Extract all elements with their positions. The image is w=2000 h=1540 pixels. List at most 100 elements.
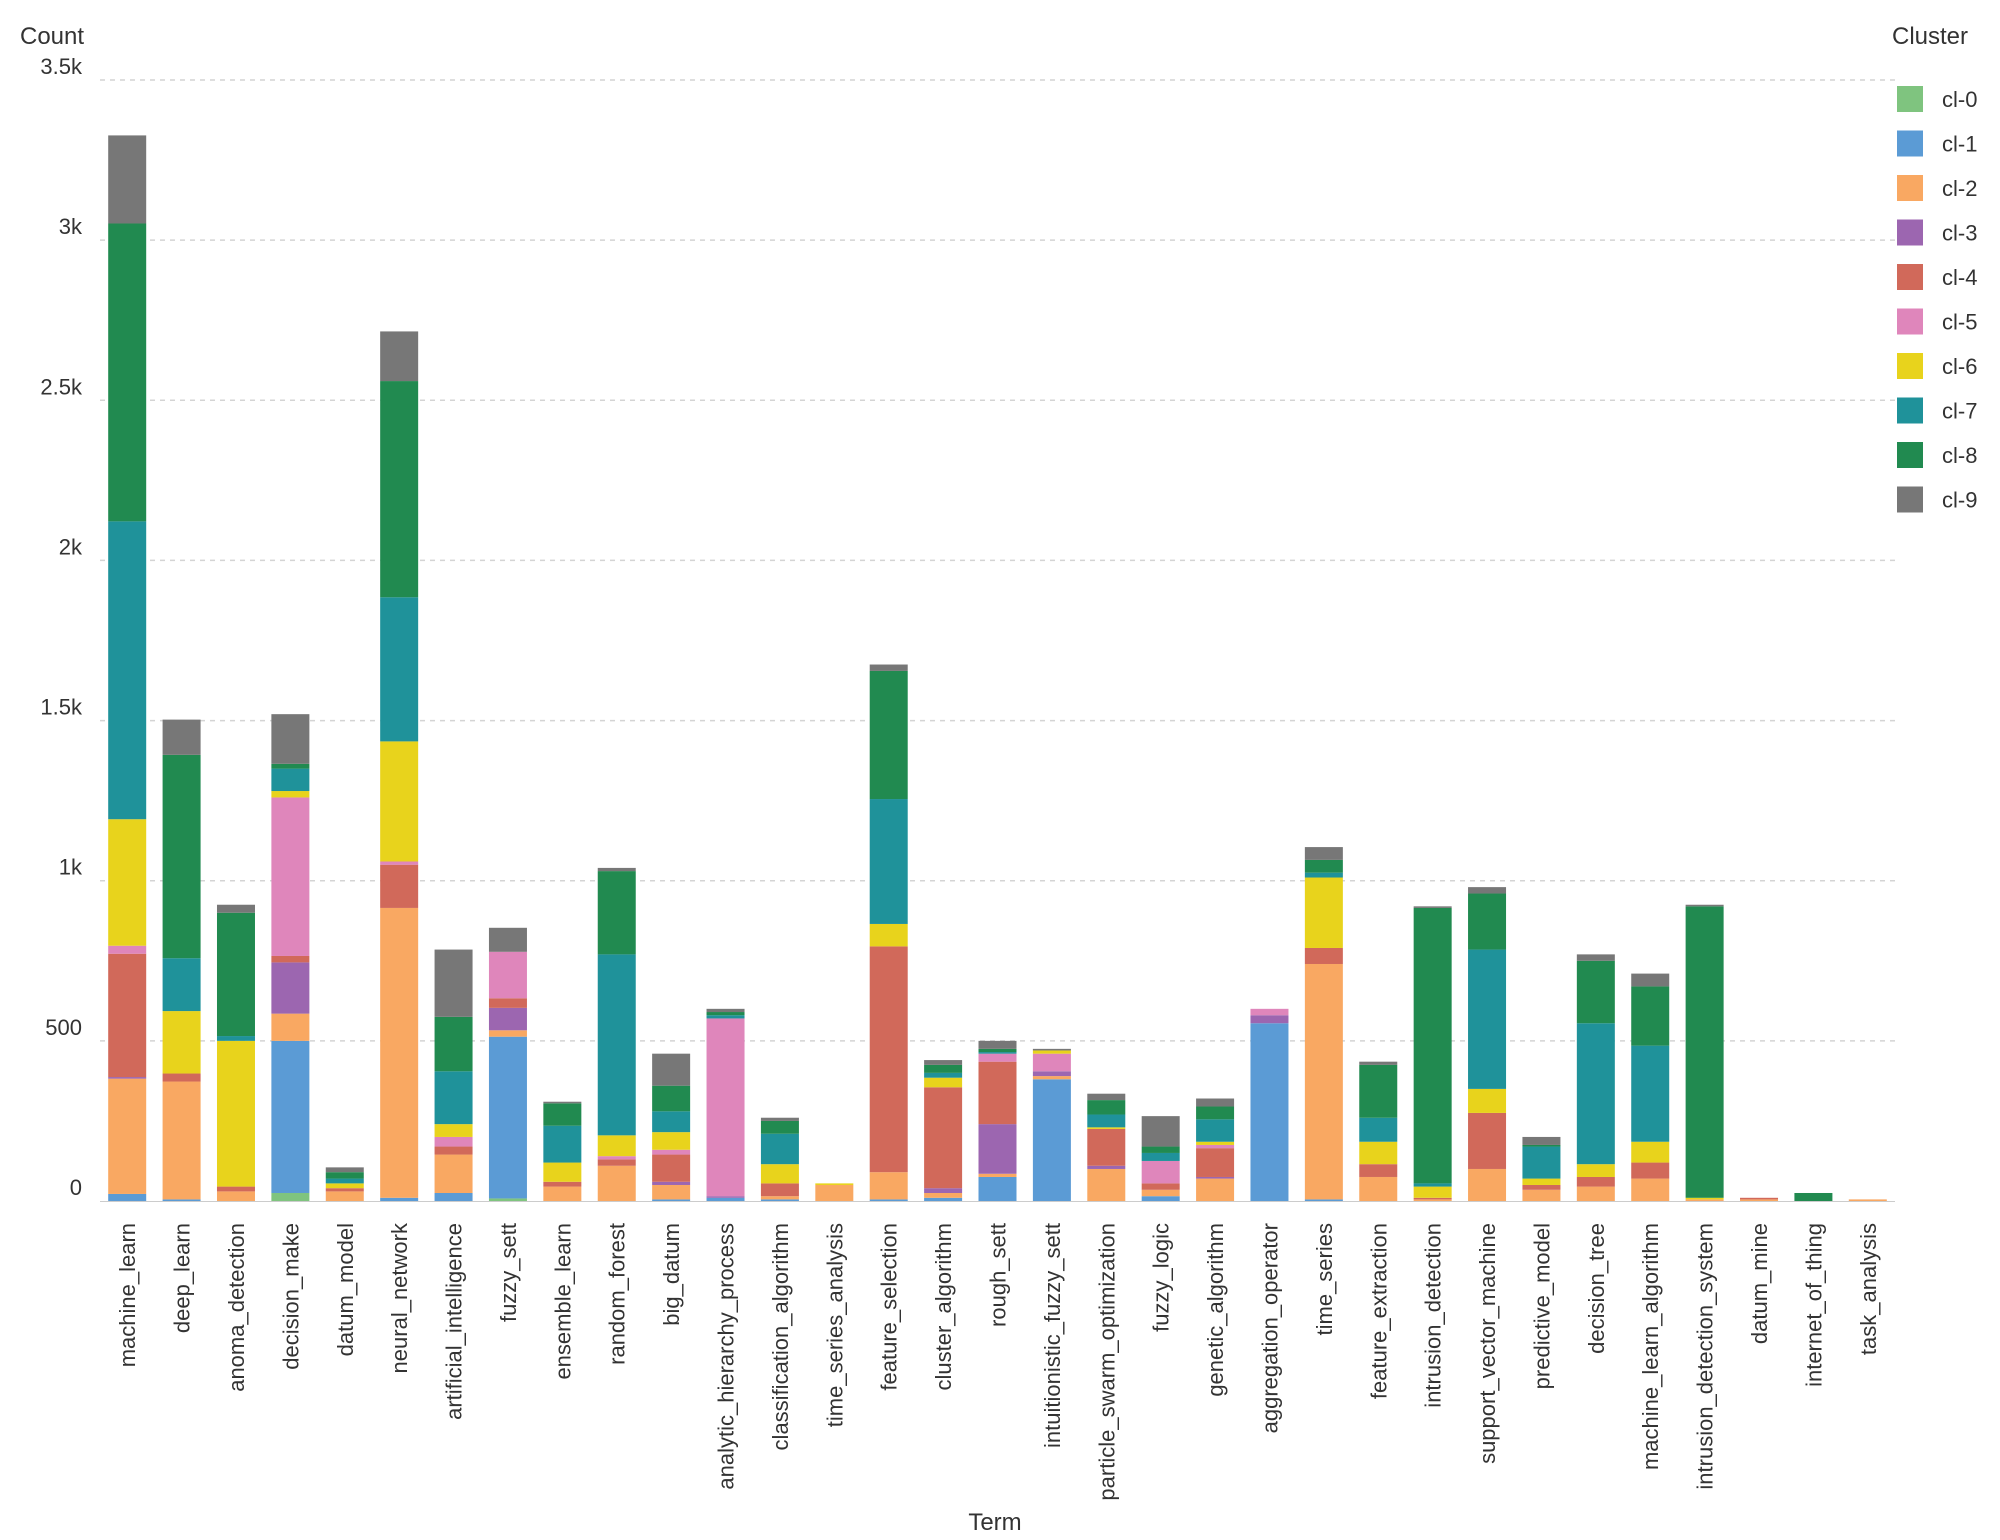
bar-segment-cl-2 bbox=[1576, 1186, 1615, 1201]
bar-segment-cl-4 bbox=[434, 1146, 473, 1155]
bar-segment-cl-4 bbox=[978, 1061, 1017, 1125]
bar-segment-cl-4 bbox=[1087, 1128, 1126, 1166]
bar-segment-cl-8 bbox=[1794, 1192, 1833, 1201]
bar-segment-cl-8 bbox=[706, 1012, 745, 1016]
bar-segment-cl-4 bbox=[1740, 1197, 1779, 1200]
bar-segment-cl-8 bbox=[1522, 1144, 1561, 1147]
bar-stack-datum_mine bbox=[1740, 1197, 1779, 1201]
bar-segment-cl-8 bbox=[652, 1085, 691, 1112]
bar-segment-cl-6 bbox=[216, 1040, 255, 1187]
bar-stack-ensemble_learn bbox=[543, 1101, 582, 1201]
bar-segment-cl-6 bbox=[1413, 1186, 1452, 1198]
bar-segment-cl-9 bbox=[1141, 1116, 1180, 1147]
bar-segment-cl-7 bbox=[380, 597, 419, 742]
x-tick-label: feature_extraction bbox=[1366, 1223, 1391, 1399]
bar-stack-intuitionistic_fuzzy_sett bbox=[1032, 1048, 1071, 1201]
bar-segment-cl-2 bbox=[597, 1165, 636, 1201]
bar-segment-cl-6 bbox=[1576, 1164, 1615, 1177]
legend-swatch-cl-2 bbox=[1897, 175, 1923, 201]
bar-segment-cl-2 bbox=[216, 1191, 255, 1201]
bar-segment-cl-8 bbox=[543, 1103, 582, 1126]
bar-segment-cl-1 bbox=[162, 1199, 201, 1201]
legend-swatch-cl-6 bbox=[1897, 353, 1923, 379]
grid-lines bbox=[100, 79, 1895, 1202]
bar-stack-datum_model bbox=[325, 1167, 364, 1201]
bar-segment-cl-7 bbox=[1087, 1114, 1126, 1128]
bar-segment-cl-1 bbox=[760, 1199, 799, 1201]
legend-label: cl-9 bbox=[1942, 488, 1977, 513]
x-tick-label: intrusion_detection bbox=[1421, 1223, 1446, 1408]
bar-segment-cl-8 bbox=[380, 381, 419, 598]
bar-segment-cl-2 bbox=[1413, 1199, 1452, 1201]
bar-stack-deep_learn bbox=[162, 719, 201, 1201]
bar-segment-cl-5 bbox=[488, 951, 527, 999]
bar-stack-classification_algorithm bbox=[760, 1117, 799, 1201]
y-axis-label: Count bbox=[20, 23, 84, 50]
x-tick-label: random_forest bbox=[605, 1223, 630, 1365]
legend-label: cl-2 bbox=[1942, 176, 1977, 201]
bar-segment-cl-9 bbox=[216, 904, 255, 913]
bar-segment-cl-1 bbox=[924, 1197, 963, 1201]
bar-segment-cl-2 bbox=[162, 1081, 201, 1200]
bar-segment-cl-2 bbox=[1468, 1168, 1507, 1201]
bar-segment-cl-7 bbox=[1196, 1119, 1235, 1142]
bar-stack-support_vector_machine bbox=[1468, 887, 1507, 1201]
bar-segment-cl-8 bbox=[760, 1120, 799, 1134]
bar-segment-cl-6 bbox=[1196, 1141, 1235, 1145]
x-tick-label: big_datum bbox=[659, 1223, 684, 1326]
bar-segment-cl-2 bbox=[815, 1184, 854, 1201]
bar-segment-cl-3 bbox=[978, 1124, 1017, 1174]
x-tick-label: time_series_analysis bbox=[822, 1223, 847, 1427]
legend-swatch-cl-0 bbox=[1897, 86, 1923, 112]
bar-stack-internet_of_thing bbox=[1794, 1192, 1833, 1201]
bar-segment-cl-3 bbox=[1250, 1015, 1289, 1024]
bar-segment-cl-5 bbox=[597, 1156, 636, 1160]
x-tick-label: fuzzy_sett bbox=[496, 1223, 521, 1322]
bar-segment-cl-2 bbox=[543, 1186, 582, 1201]
bar-segment-cl-1 bbox=[978, 1176, 1017, 1201]
bar-segment-cl-6 bbox=[869, 923, 908, 947]
x-tick-label: machine_learn bbox=[115, 1223, 140, 1367]
bar-segment-cl-4 bbox=[760, 1183, 799, 1197]
x-tick-label: artificial_intelligence bbox=[442, 1223, 467, 1420]
y-tick-label: 1k bbox=[59, 855, 83, 880]
bar-segment-cl-9 bbox=[434, 949, 473, 1017]
legend-label: cl-7 bbox=[1942, 399, 1977, 424]
x-tick-label: classification_algorithm bbox=[768, 1223, 793, 1450]
bar-segment-cl-3 bbox=[1032, 1071, 1071, 1077]
x-tick-label: aggregation_operator bbox=[1257, 1223, 1282, 1433]
bar-segment-cl-9 bbox=[760, 1117, 799, 1121]
y-tick-label: 0 bbox=[70, 1175, 82, 1200]
bar-segment-cl-5 bbox=[271, 797, 310, 956]
bar-segment-cl-2 bbox=[1032, 1076, 1071, 1080]
bar-segment-cl-7 bbox=[1359, 1117, 1398, 1142]
bar-segment-cl-6 bbox=[1304, 877, 1343, 948]
bar-segment-cl-7 bbox=[162, 958, 201, 1012]
x-tick-label: datum_mine bbox=[1747, 1223, 1772, 1344]
x-tick-label: neural_network bbox=[387, 1222, 412, 1373]
bar-segment-cl-2 bbox=[1141, 1189, 1180, 1197]
bar-segment-cl-8 bbox=[216, 912, 255, 1037]
bar-segment-cl-7 bbox=[760, 1133, 799, 1165]
bar-segment-cl-1 bbox=[1032, 1079, 1071, 1201]
bar-segment-cl-2 bbox=[978, 1173, 1017, 1177]
bar-segment-cl-8 bbox=[1631, 986, 1670, 1046]
bars bbox=[108, 135, 1887, 1201]
bar-stack-intrusion_detection_system bbox=[1685, 904, 1724, 1201]
bar-segment-cl-7 bbox=[1304, 872, 1343, 878]
bar-segment-cl-9 bbox=[162, 719, 201, 755]
bar-stack-intrusion_detection bbox=[1413, 906, 1452, 1201]
x-tick-label: predictive_model bbox=[1529, 1223, 1554, 1389]
bar-segment-cl-1 bbox=[108, 1193, 147, 1201]
bar-segment-cl-6 bbox=[108, 819, 147, 946]
bar-segment-cl-4 bbox=[108, 953, 147, 1078]
bar-segment-cl-8 bbox=[978, 1048, 1017, 1053]
bar-segment-cl-2 bbox=[108, 1078, 147, 1194]
bar-segment-cl-9 bbox=[1631, 973, 1670, 987]
bar-segment-cl-8 bbox=[1468, 893, 1507, 950]
bar-stack-feature_selection bbox=[869, 664, 908, 1201]
legend-label: cl-8 bbox=[1942, 443, 1977, 468]
bar-segment-cl-4 bbox=[216, 1186, 255, 1192]
bar-segment-cl-2 bbox=[434, 1154, 473, 1193]
x-tick-labels: machine_learn deep_learn anoma_detection de… bbox=[115, 1222, 1881, 1501]
